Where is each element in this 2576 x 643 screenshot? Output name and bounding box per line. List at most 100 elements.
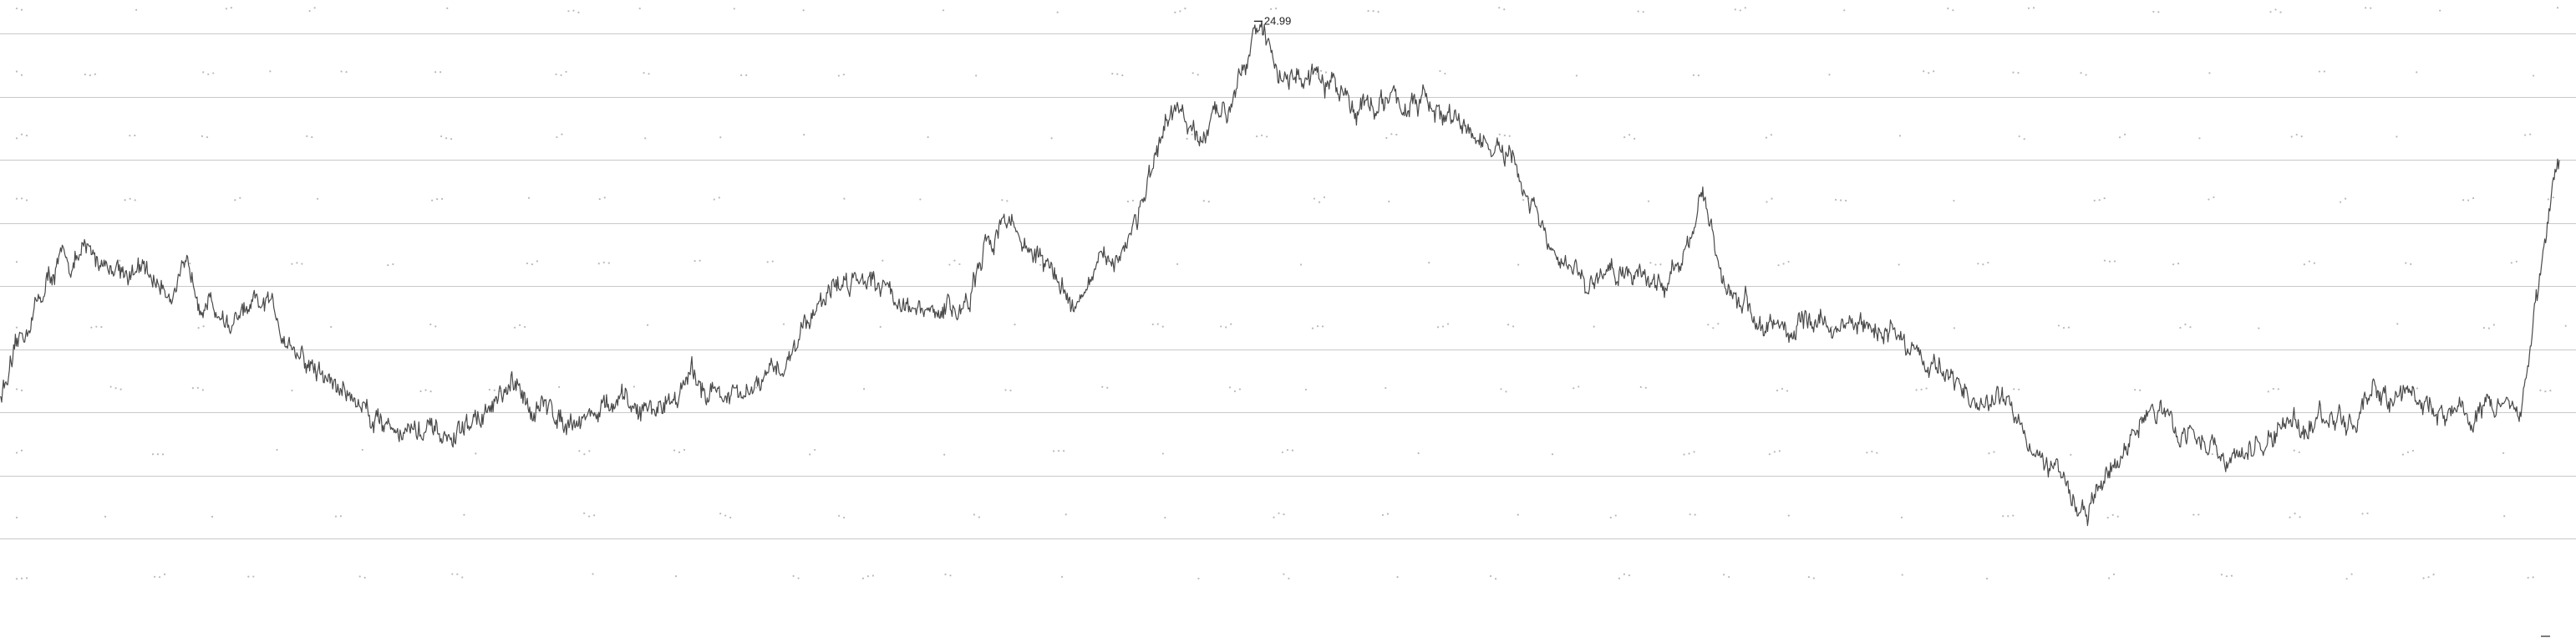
background-dot: [1319, 69, 1323, 72]
background-dot: [1299, 263, 1303, 266]
background-dot: [1273, 516, 1275, 518]
background-dot: [15, 197, 18, 200]
background-dot: [1654, 263, 1657, 266]
background-dot: [2177, 263, 2180, 265]
background-dot: [311, 135, 313, 139]
background-dot: [2012, 514, 2015, 517]
background-dot: [119, 388, 122, 390]
background-dot: [978, 516, 980, 518]
background-dot: [493, 389, 495, 391]
background-dot: [1004, 389, 1007, 391]
background-dot: [2197, 513, 2200, 516]
background-dot: [439, 135, 443, 138]
background-dot: [1052, 450, 1055, 452]
background-dot: [602, 261, 605, 264]
background-dot: [2339, 201, 2342, 203]
background-dot: [2230, 574, 2233, 577]
background-dot: [1126, 200, 1130, 203]
background-dot: [1428, 261, 1430, 264]
background-dot: [514, 326, 516, 329]
background-dot: [1778, 450, 1781, 452]
background-dot: [843, 197, 846, 200]
background-dot: [358, 575, 361, 578]
background-dot: [291, 263, 293, 265]
background-dot: [2427, 576, 2430, 579]
background-dot: [583, 512, 586, 514]
background-dot: [429, 323, 432, 326]
background-dot: [1314, 73, 1318, 75]
background-dot: [189, 263, 191, 265]
background-dot: [1417, 452, 1420, 455]
background-dot: [943, 453, 946, 456]
background-dot: [1313, 197, 1316, 200]
background-dot: [1953, 199, 1955, 202]
background-dot: [1647, 200, 1650, 202]
background-dot: [1230, 323, 1232, 325]
background-dot: [1812, 577, 1815, 579]
background-dot: [2524, 134, 2527, 136]
background-dot: [1952, 9, 1954, 12]
background-dot: [2350, 573, 2353, 575]
background-dot: [2258, 327, 2260, 329]
background-dot: [1659, 263, 1662, 266]
background-dot: [1062, 450, 1065, 452]
background-dot: [25, 577, 28, 579]
background-dot: [463, 513, 465, 516]
background-dot: [1107, 260, 1110, 263]
background-dot: [633, 385, 635, 388]
background-dot: [1161, 325, 1164, 328]
background-dot: [1381, 513, 1385, 517]
background-dot: [871, 574, 875, 577]
background-dot: [699, 259, 701, 262]
background-dot: [879, 325, 882, 329]
background-dot: [1225, 326, 1227, 329]
background-dot: [1191, 133, 1193, 135]
background-dot: [729, 516, 732, 519]
background-dot: [15, 326, 18, 329]
background-dot: [598, 197, 601, 201]
background-dot: [802, 9, 805, 12]
background-dot: [2308, 260, 2310, 263]
background-dot: [1197, 74, 1199, 76]
background-dot: [2303, 263, 2305, 266]
background-dot: [572, 9, 575, 12]
background-dot: [1377, 10, 1379, 13]
background-dot: [2289, 516, 2291, 518]
background-dot: [104, 515, 107, 518]
background-dot: [975, 74, 978, 77]
background-dot: [2274, 8, 2277, 11]
background-dot: [197, 327, 200, 329]
background-dot: [1498, 7, 1501, 9]
background-dot: [861, 577, 865, 579]
peak-annotation: 24.99: [1253, 14, 1291, 27]
background-dot: [20, 389, 23, 392]
background-dot: [239, 196, 241, 199]
background-dot: [2027, 7, 2030, 9]
background-dot: [949, 574, 952, 577]
background-dot: [1116, 73, 1119, 75]
background-dot: [445, 137, 448, 140]
background-dot: [2269, 11, 2272, 13]
background-dot: [2103, 259, 2106, 262]
background-dot: [1385, 136, 1388, 140]
background-dot: [1238, 388, 1242, 390]
background-dot: [451, 573, 454, 575]
background-dot: [2396, 323, 2399, 325]
background-dot: [15, 516, 18, 519]
background-dot: [1947, 8, 1949, 10]
background-dot: [837, 74, 840, 77]
background-dot: [1923, 70, 1925, 73]
background-dot: [2002, 515, 2004, 518]
background-dot: [2267, 390, 2269, 393]
background-dot: [809, 453, 811, 456]
background-dot: [2472, 196, 2475, 200]
background-dot: [1176, 263, 1179, 265]
background-dot: [2189, 326, 2192, 329]
background-dot: [2462, 199, 2465, 202]
background-dot: [1512, 325, 1515, 328]
background-dot: [1439, 69, 1441, 73]
background-dot: [1517, 263, 1520, 266]
background-dot: [1050, 137, 1053, 140]
background-dot: [2547, 198, 2549, 201]
